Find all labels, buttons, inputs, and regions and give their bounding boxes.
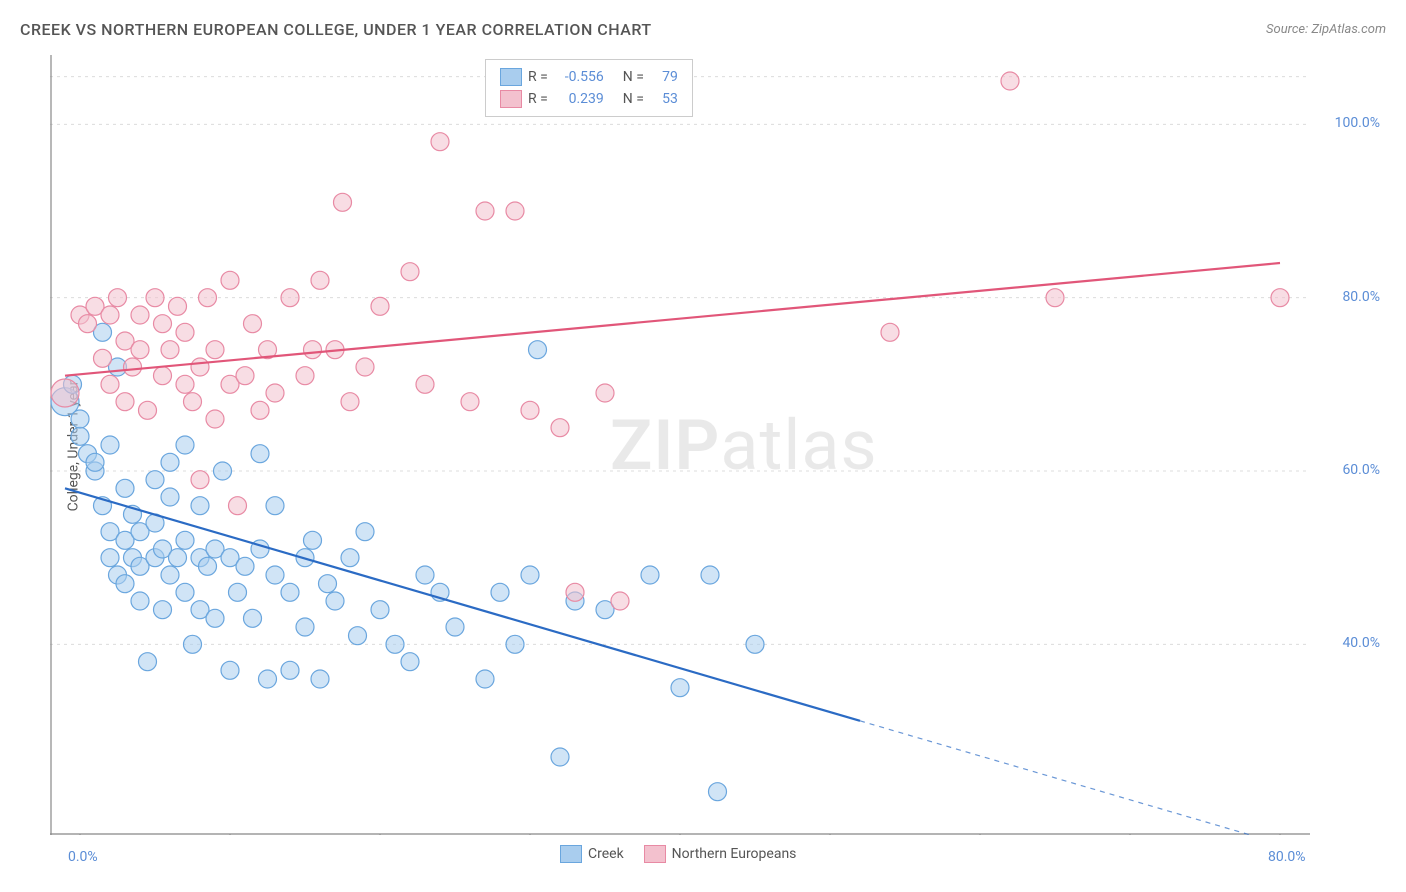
legend-swatch [644, 845, 666, 863]
legend-series-label: Northern Europeans [672, 846, 797, 862]
legend-correlation-row: R = 0.239 N = 53 [500, 88, 678, 110]
source-attribution: Source: ZipAtlas.com [1266, 22, 1386, 37]
y-tick-label: 60.0% [1342, 462, 1380, 478]
legend-correlation-row: R = -0.556 N = 79 [500, 66, 678, 88]
legend-swatch [560, 845, 582, 863]
chart-area: ZIPatlas R = -0.556 N = 79R = 0.239 N = … [50, 55, 1310, 835]
y-tick-label: 100.0% [1335, 115, 1380, 131]
legend-swatch [500, 68, 522, 86]
scatter-chart-svg [50, 55, 1310, 835]
legend-series-label: Creek [588, 846, 624, 862]
legend-series-item: Creek [560, 845, 624, 863]
y-tick-label: 80.0% [1342, 289, 1380, 305]
x-tick-label: 0.0% [68, 849, 98, 865]
legend-series-item: Northern Europeans [644, 845, 797, 863]
chart-title: CREEK VS NORTHERN EUROPEAN COLLEGE, UNDE… [20, 20, 652, 39]
y-tick-label: 40.0% [1342, 635, 1380, 651]
legend-swatch [500, 90, 522, 108]
correlation-legend: R = -0.556 N = 79R = 0.239 N = 53 [485, 59, 693, 117]
series-legend: Creek Northern Europeans [560, 845, 796, 863]
x-tick-label: 80.0% [1268, 849, 1306, 865]
